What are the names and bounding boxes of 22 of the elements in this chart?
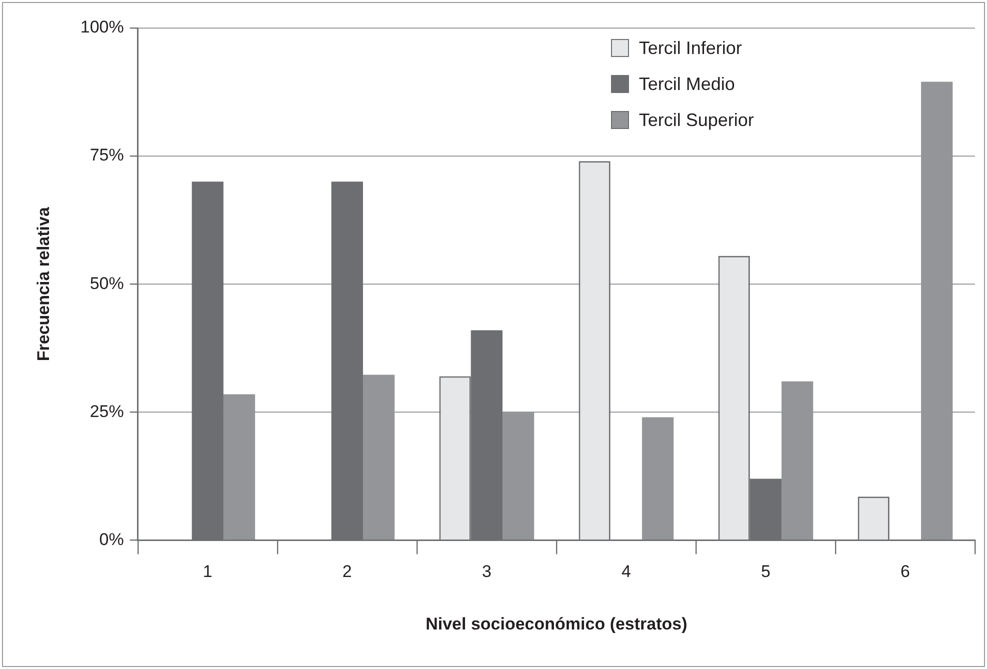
legend-label: Tercil Inferior bbox=[638, 37, 742, 60]
y-tick-label: 100% bbox=[80, 18, 124, 37]
y-tick-label: 0% bbox=[99, 530, 124, 549]
y-axis-title: Frecuencia relativa bbox=[34, 206, 53, 362]
y-tick-label: 75% bbox=[90, 146, 124, 165]
y-tick-label: 25% bbox=[90, 402, 124, 421]
y-tick-label: 50% bbox=[90, 274, 124, 293]
bar bbox=[223, 394, 256, 540]
x-tick-label: 6 bbox=[900, 562, 910, 582]
x-tick-label: 1 bbox=[202, 562, 212, 582]
x-tick-label: 5 bbox=[760, 562, 770, 582]
x-tick-label: 4 bbox=[621, 562, 631, 582]
x-tick-label: 3 bbox=[482, 562, 492, 582]
bar bbox=[921, 82, 953, 540]
x-axis-title: Nivel socioeconómico (estratos) bbox=[426, 614, 688, 634]
bar bbox=[642, 417, 674, 540]
bar bbox=[782, 381, 814, 540]
x-tick-label: 2 bbox=[342, 562, 352, 582]
bar bbox=[362, 374, 395, 540]
bar bbox=[502, 412, 534, 540]
legend-label: Tercil Superior bbox=[638, 109, 754, 132]
legend-label: Tercil Medio bbox=[638, 73, 735, 96]
